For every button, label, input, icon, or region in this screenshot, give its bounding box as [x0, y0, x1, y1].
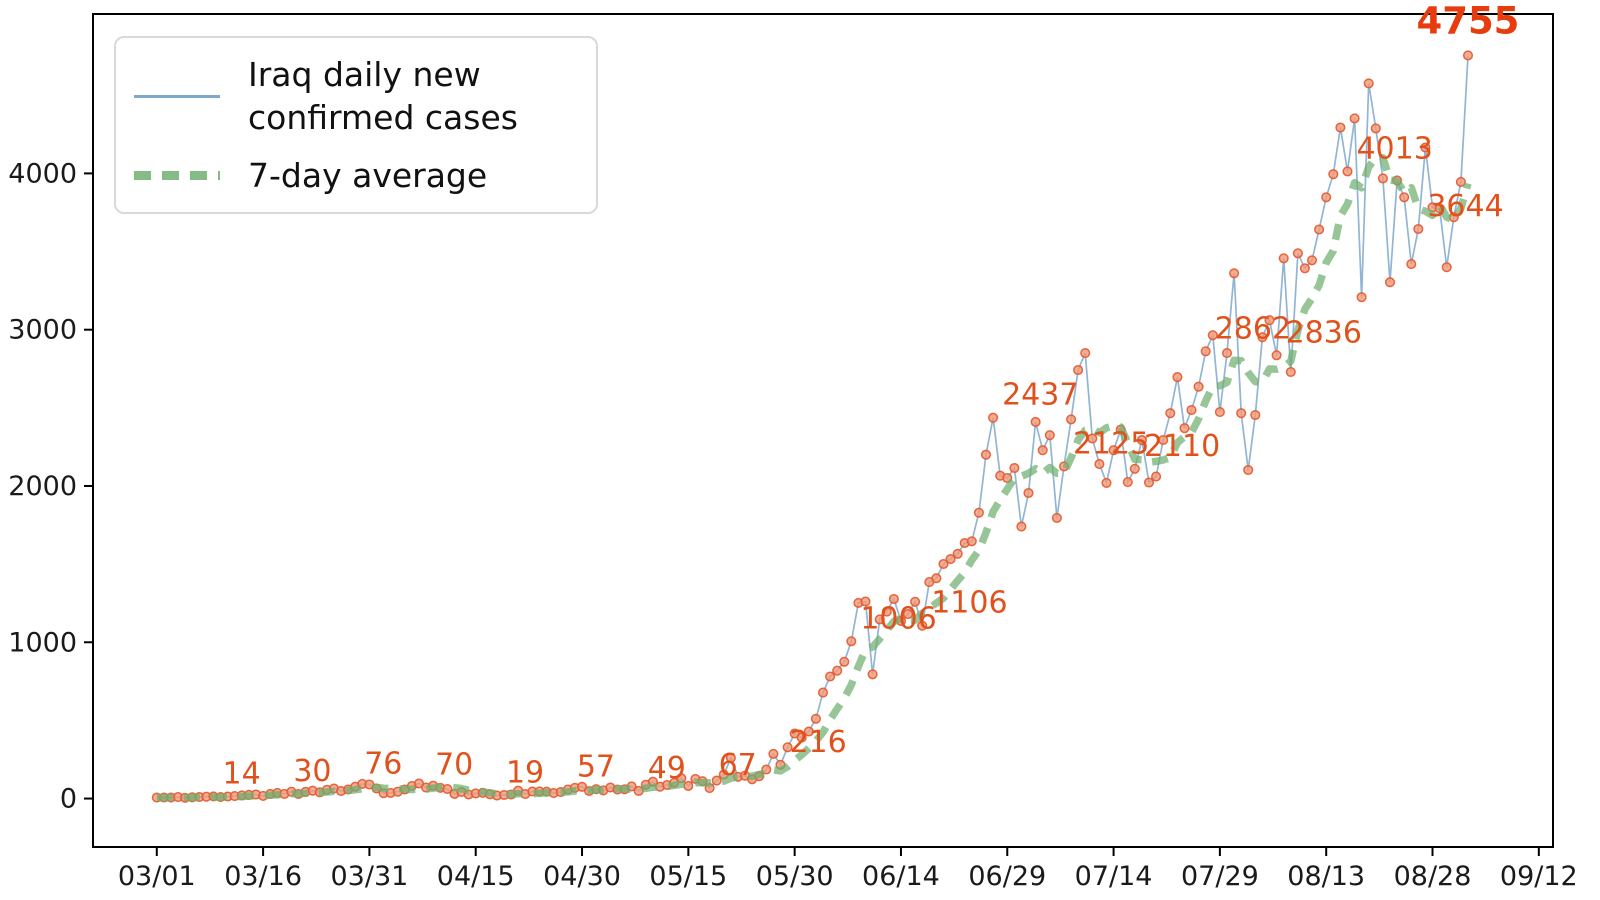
annotation-value: 2110: [1144, 429, 1220, 464]
annotation-value: 2437: [1002, 378, 1078, 413]
seven-day-average-line: [156, 153, 1472, 802]
x-tick-label: 05/15: [649, 861, 727, 892]
annotation-value: 57: [577, 750, 615, 785]
x-tick-label: 03/01: [118, 861, 196, 892]
annotation-value: 30: [293, 754, 331, 789]
annotation-value: 1006: [860, 601, 936, 636]
annotation-value: 14: [222, 756, 260, 791]
x-tick-label: 04/30: [543, 861, 621, 892]
x-tick-label: 09/12: [1500, 861, 1578, 892]
annotation-value: 3644: [1427, 189, 1503, 224]
x-axis-ticks: 03/01 03/16 03/31 04/15 04/30 05/15 05/30 06/14…: [118, 847, 1578, 892]
annotation-value: 70: [435, 748, 473, 783]
x-tick-label: 08/28: [1394, 861, 1472, 892]
annotation-value: 216: [789, 725, 846, 760]
daily-line-swatch-icon: [134, 94, 220, 98]
legend-item-7day-average: 7-day average: [134, 154, 578, 198]
annotation-value: 2862: [1215, 311, 1291, 346]
x-tick-label: 05/30: [756, 861, 834, 892]
x-tick-label: 04/15: [437, 861, 515, 892]
x-tick-label: 07/14: [1075, 861, 1153, 892]
y-tick-label: 4000: [8, 158, 77, 189]
legend-item-daily-cases: Iraq daily new confirmed cases: [134, 53, 578, 140]
annotation-value: 49: [648, 751, 686, 786]
annotation-value: 19: [506, 756, 544, 791]
x-tick-label: 08/13: [1287, 861, 1365, 892]
chart-legend[interactable]: Iraq daily new confirmed cases 7-day ave…: [114, 36, 598, 214]
x-tick-label: 03/16: [224, 861, 302, 892]
y-axis-ticks: 0 1000 2000 3000 4000: [8, 158, 93, 815]
annotation-final-value: 4755: [1416, 0, 1519, 42]
legend-label-daily-cases: Iraq daily new confirmed cases: [248, 54, 518, 138]
annotation-value: 4013: [1356, 131, 1432, 166]
x-tick-label: 06/14: [862, 861, 940, 892]
y-tick-label: 1000: [8, 627, 77, 658]
annotation-value: 2836: [1286, 315, 1362, 350]
y-tick-label: 0: [60, 784, 77, 815]
y-tick-label: 3000: [8, 315, 77, 346]
x-tick-label: 06/29: [968, 861, 1046, 892]
annotation-value: 2125: [1073, 426, 1149, 461]
legend-label-7day-average: 7-day average: [248, 155, 488, 195]
annotation-value: 67: [719, 748, 757, 783]
average-dash-swatch-icon: [134, 171, 220, 181]
x-tick-label: 03/31: [331, 861, 409, 892]
y-tick-label: 2000: [8, 471, 77, 502]
annotation-value: 1106: [931, 586, 1007, 621]
x-tick-label: 07/29: [1181, 861, 1259, 892]
annotation-value: 76: [364, 747, 402, 782]
axes-frame: [92, 13, 1554, 848]
